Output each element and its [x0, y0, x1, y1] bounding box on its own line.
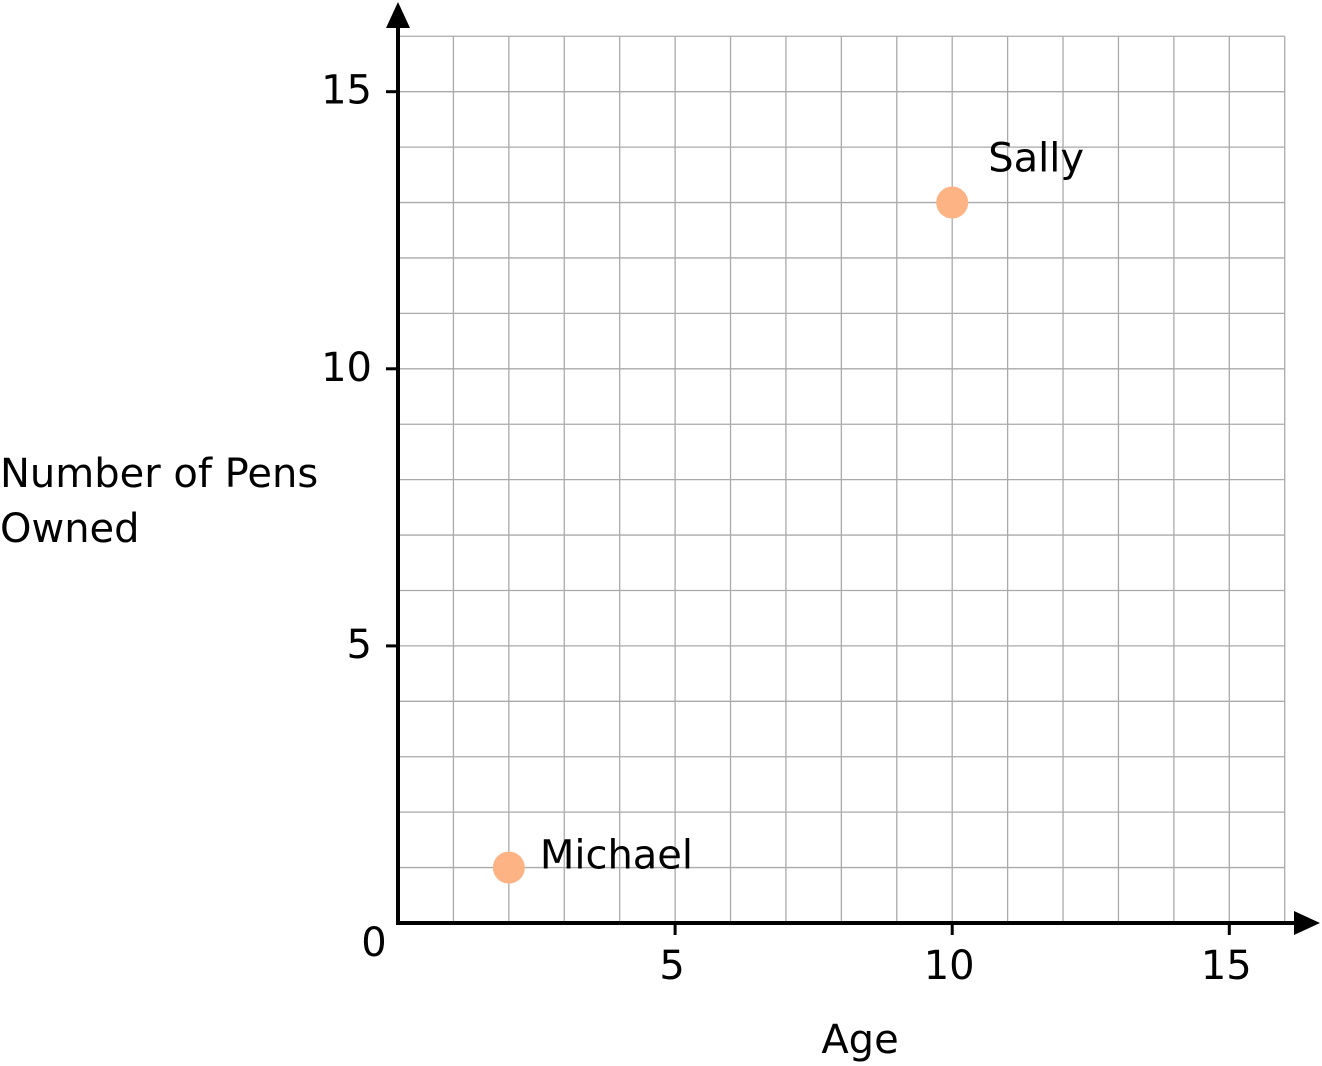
grid [398, 35, 1286, 923]
y-axis-title: Number of Pens Owned [0, 451, 319, 552]
y-axis-arrow [386, 2, 410, 28]
x-axis-arrow [1294, 911, 1320, 935]
x-axis-title: Age [821, 1017, 898, 1063]
point [936, 186, 969, 219]
x-tick-label: 15 [1201, 943, 1252, 989]
x-tick-label: 5 [659, 943, 684, 989]
y-tick-label: 5 [347, 622, 372, 668]
point-label: Michael [540, 833, 693, 879]
point-label: Sally [988, 136, 1084, 182]
axes [386, 2, 1320, 935]
y-tick-label: 10 [321, 345, 372, 391]
y-tick-label: 15 [321, 68, 372, 114]
point [492, 851, 525, 884]
x-tick-label: 10 [924, 943, 975, 989]
origin-label: 0 [361, 920, 386, 966]
